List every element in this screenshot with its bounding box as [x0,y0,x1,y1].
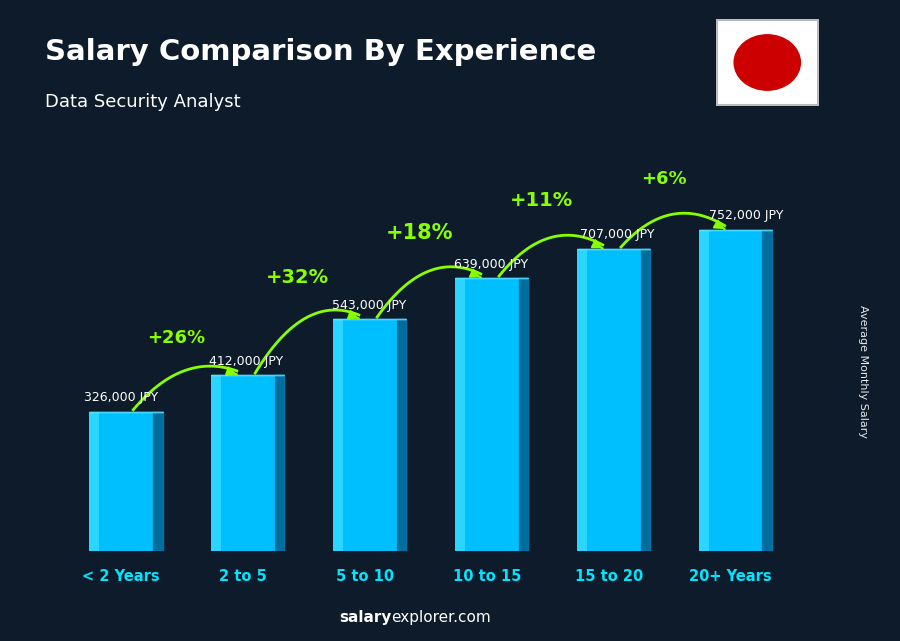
Text: < 2 Years: < 2 Years [82,569,160,584]
Bar [455,278,464,551]
Polygon shape [274,375,284,551]
Text: Average Monthly Salary: Average Monthly Salary [859,305,868,438]
Text: +26%: +26% [147,329,205,347]
Text: 543,000 JPY: 543,000 JPY [332,299,406,312]
Text: 15 to 20: 15 to 20 [575,569,643,584]
Bar [212,375,274,551]
Bar [699,230,762,551]
Text: explorer.com: explorer.com [392,610,491,625]
Polygon shape [641,249,651,551]
Text: +6%: +6% [641,170,687,188]
Text: +32%: +32% [266,268,329,287]
Text: salary: salary [339,610,392,625]
Text: 326,000 JPY: 326,000 JPY [85,391,158,404]
Polygon shape [153,412,163,551]
Text: 5 to 10: 5 to 10 [336,569,394,584]
Bar [89,412,99,551]
Text: 412,000 JPY: 412,000 JPY [209,354,283,367]
Text: Data Security Analyst: Data Security Analyst [45,93,240,111]
Text: +11%: +11% [510,191,573,210]
Bar [212,375,220,551]
Text: 639,000 JPY: 639,000 JPY [454,258,528,271]
Polygon shape [397,319,407,551]
Polygon shape [518,278,528,551]
Bar [577,249,587,551]
FancyBboxPatch shape [716,20,818,105]
Bar [333,319,343,551]
Circle shape [734,35,800,90]
Text: 10 to 15: 10 to 15 [453,569,521,584]
Text: Salary Comparison By Experience: Salary Comparison By Experience [45,38,596,67]
Text: 707,000 JPY: 707,000 JPY [580,228,654,242]
Bar [699,230,708,551]
Bar [455,278,518,551]
Bar [89,412,153,551]
Bar [333,319,397,551]
Text: 752,000 JPY: 752,000 JPY [709,209,783,222]
Bar [577,249,641,551]
Polygon shape [762,230,772,551]
Text: 20+ Years: 20+ Years [689,569,772,584]
Text: 2 to 5: 2 to 5 [219,569,267,584]
Text: +18%: +18% [386,222,454,243]
